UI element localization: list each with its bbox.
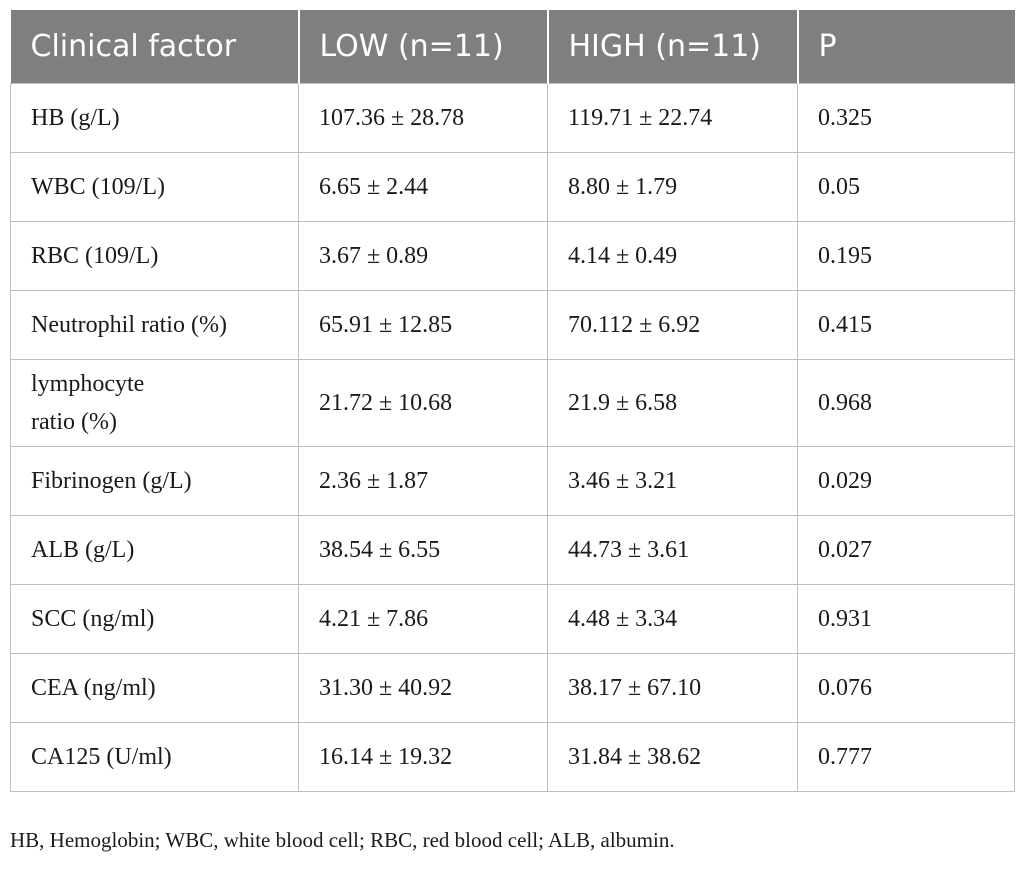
- cell-factor: Fibrinogen (g/L): [10, 446, 299, 516]
- table-row: WBC (109/L) 6.65 ± 2.44 8.80 ± 1.79 0.05: [10, 152, 1015, 222]
- table-row: CA125 (U/ml) 16.14 ± 19.32 31.84 ± 38.62…: [10, 722, 1015, 792]
- header-row: Clinical factor LOW (n=11) HIGH (n=11) P: [10, 10, 1015, 84]
- table-row: CEA (ng/ml) 31.30 ± 40.92 38.17 ± 67.10 …: [10, 653, 1015, 723]
- table-row: Neutrophil ratio (%) 65.91 ± 12.85 70.11…: [10, 290, 1015, 360]
- cell-factor: ALB (g/L): [10, 515, 299, 585]
- cell-high: 4.48 ± 3.34: [547, 584, 798, 654]
- cell-low: 65.91 ± 12.85: [298, 290, 548, 360]
- cell-high: 8.80 ± 1.79: [547, 152, 798, 222]
- cell-factor: CA125 (U/ml): [10, 722, 299, 792]
- table-row: RBC (109/L) 3.67 ± 0.89 4.14 ± 0.49 0.19…: [10, 221, 1015, 291]
- cell-p: 0.415: [797, 290, 1015, 360]
- header-high-group: HIGH (n=11): [547, 10, 799, 84]
- cell-low: 38.54 ± 6.55: [298, 515, 548, 585]
- cell-low: 6.65 ± 2.44: [298, 152, 548, 222]
- cell-high: 31.84 ± 38.62: [547, 722, 798, 792]
- cell-factor: Neutrophil ratio (%): [10, 290, 299, 360]
- cell-p: 0.027: [797, 515, 1015, 585]
- clinical-factor-table-container: Clinical factor LOW (n=11) HIGH (n=11) P…: [10, 10, 1015, 792]
- header-p-value: P: [797, 10, 1015, 84]
- cell-factor: WBC (109/L): [10, 152, 299, 222]
- cell-high: 119.71 ± 22.74: [547, 83, 798, 153]
- cell-factor: SCC (ng/ml): [10, 584, 299, 654]
- cell-p: 0.076: [797, 653, 1015, 723]
- cell-p: 0.029: [797, 446, 1015, 516]
- table-row: lymphocyte ratio (%) 21.72 ± 10.68 21.9 …: [10, 359, 1015, 447]
- cell-low: 16.14 ± 19.32: [298, 722, 548, 792]
- cell-high: 21.9 ± 6.58: [547, 359, 798, 447]
- cell-factor: CEA (ng/ml): [10, 653, 299, 723]
- cell-high: 38.17 ± 67.10: [547, 653, 798, 723]
- cell-factor: HB (g/L): [10, 83, 299, 153]
- cell-low: 31.30 ± 40.92: [298, 653, 548, 723]
- cell-low: 107.36 ± 28.78: [298, 83, 548, 153]
- table-body: HB (g/L) 107.36 ± 28.78 119.71 ± 22.74 0…: [10, 83, 1015, 792]
- cell-p: 0.777: [797, 722, 1015, 792]
- table-footnote: HB, Hemoglobin; WBC, white blood cell; R…: [10, 828, 675, 852]
- cell-p: 0.325: [797, 83, 1015, 153]
- table-header: Clinical factor LOW (n=11) HIGH (n=11) P: [10, 10, 1015, 84]
- table-row: Fibrinogen (g/L) 2.36 ± 1.87 3.46 ± 3.21…: [10, 446, 1015, 516]
- table-row: SCC (ng/ml) 4.21 ± 7.86 4.48 ± 3.34 0.93…: [10, 584, 1015, 654]
- clinical-factor-table: Clinical factor LOW (n=11) HIGH (n=11) P…: [10, 10, 1015, 792]
- cell-low: 3.67 ± 0.89: [298, 221, 548, 291]
- cell-p: 0.968: [797, 359, 1015, 447]
- cell-low: 4.21 ± 7.86: [298, 584, 548, 654]
- cell-p: 0.05: [797, 152, 1015, 222]
- table-row: ALB (g/L) 38.54 ± 6.55 44.73 ± 3.61 0.02…: [10, 515, 1015, 585]
- cell-low: 21.72 ± 10.68: [298, 359, 548, 447]
- cell-factor: lymphocyte ratio (%): [10, 359, 299, 447]
- cell-factor: RBC (109/L): [10, 221, 299, 291]
- cell-p: 0.195: [797, 221, 1015, 291]
- cell-low: 2.36 ± 1.87: [298, 446, 548, 516]
- cell-high: 70.112 ± 6.92: [547, 290, 798, 360]
- cell-high: 4.14 ± 0.49: [547, 221, 798, 291]
- header-clinical-factor: Clinical factor: [10, 10, 300, 84]
- table-row: HB (g/L) 107.36 ± 28.78 119.71 ± 22.74 0…: [10, 83, 1015, 153]
- header-low-group: LOW (n=11): [298, 10, 549, 84]
- cell-high: 3.46 ± 3.21: [547, 446, 798, 516]
- cell-p: 0.931: [797, 584, 1015, 654]
- cell-high: 44.73 ± 3.61: [547, 515, 798, 585]
